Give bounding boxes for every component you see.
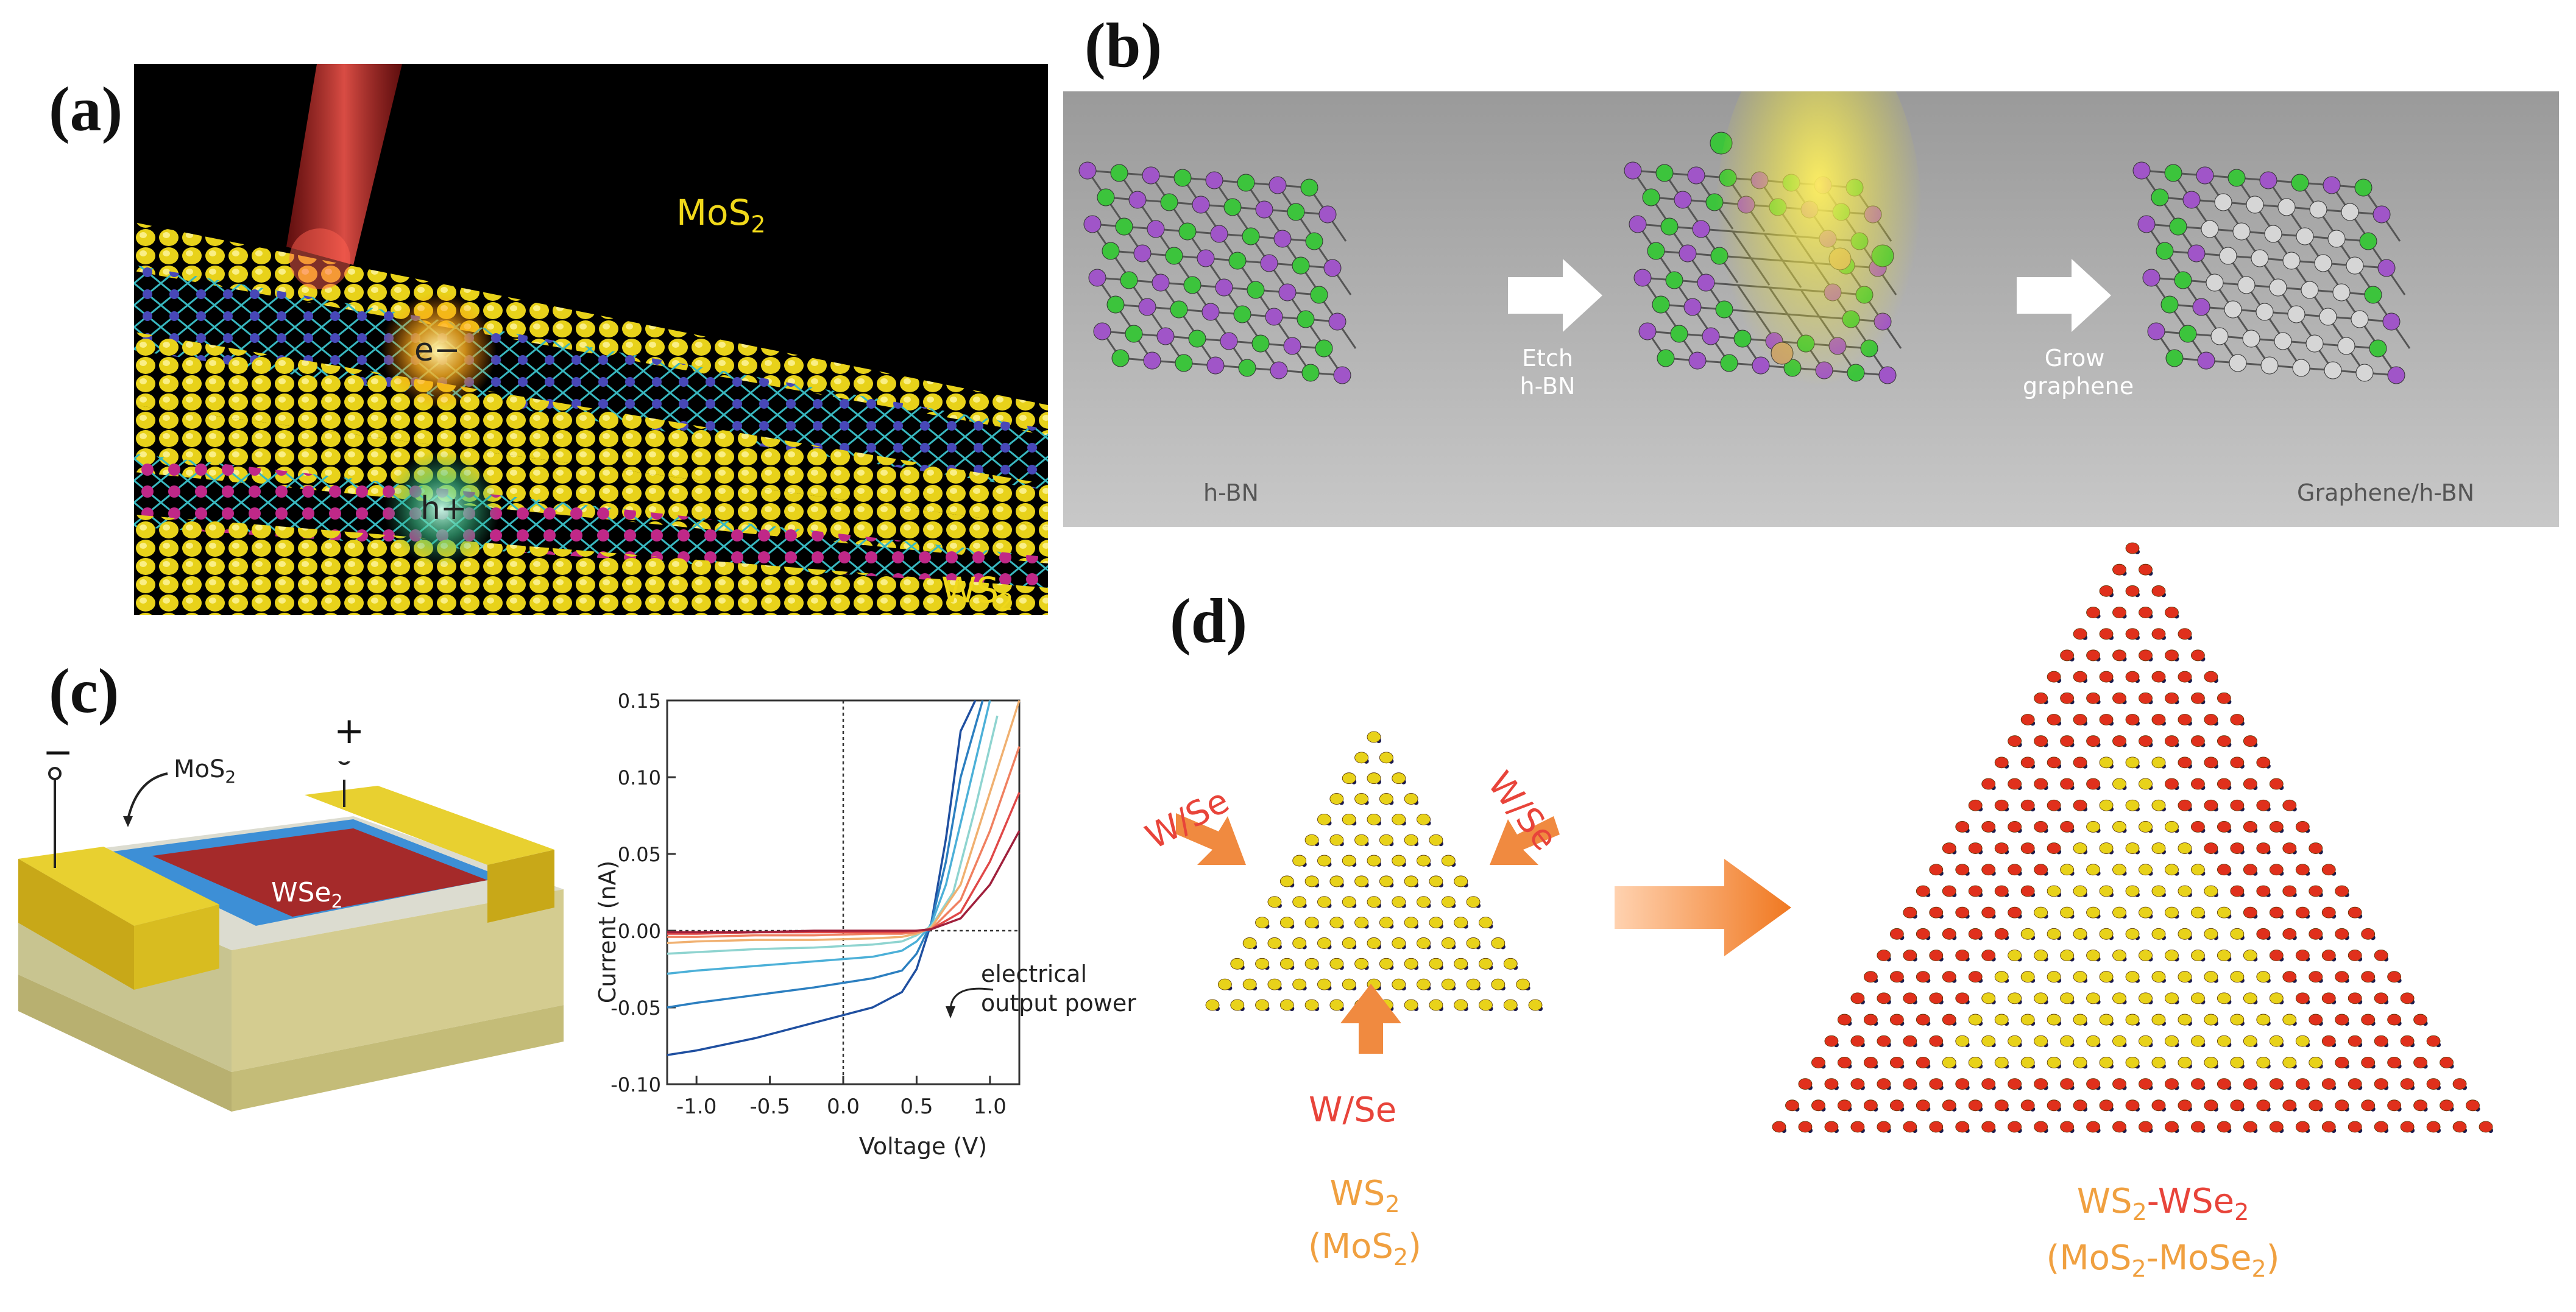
panel-b-stage3-label: Graphene/h-BN <box>2297 479 2475 506</box>
panel-b-step2-label: Grow graphene <box>2023 344 2134 400</box>
panel-b-step2-line1: Grow <box>2044 345 2105 372</box>
growth-arrow <box>1615 859 1791 956</box>
panel-c-mos2-label: MoS2 <box>174 755 236 787</box>
y-tick-label: 0.10 <box>618 766 661 789</box>
panel-b-step1-line2: h-BN <box>1520 373 1576 400</box>
shell-label-line2-b: -MoSe <box>2146 1238 2252 1278</box>
y-tick-label: 0.05 <box>618 843 661 866</box>
x-tick-label: -0.5 <box>749 1095 790 1119</box>
iv-series-line-1 <box>667 700 977 1056</box>
precursor-bottom-label: W/Se <box>1309 1090 1397 1130</box>
shell-label-line2-end: ) <box>2266 1238 2280 1278</box>
panel-a-top-material: MoS2 <box>676 192 766 238</box>
core-label-line1-sub: 2 <box>1385 1191 1400 1218</box>
iv-series-line-3 <box>667 700 991 975</box>
x-tick-label: 0.5 <box>900 1095 933 1119</box>
y-tick-label: -0.05 <box>610 996 661 1020</box>
x-tick-label: 1.0 <box>974 1095 1007 1119</box>
panel-c-minus: − <box>43 731 74 774</box>
core-label-line2: (MoS2) <box>1286 1226 1444 1278</box>
y-tick-label: 0.00 <box>618 920 661 943</box>
panel-a-bottom-material: WS2 <box>941 570 1013 616</box>
panel-d-shell-triangle <box>1772 542 2493 1133</box>
core-label-line1: WS2 <box>1286 1173 1444 1226</box>
panel-b-step1-label: Etch h-BN <box>1511 344 1584 400</box>
panel-a-bottom-material-text: WS <box>941 570 999 611</box>
shell-label-line2-b-sub: 2 <box>2251 1255 2266 1283</box>
shell-label-line2-a: (MoS <box>2046 1238 2132 1278</box>
iv-annotation: electrical output power <box>981 959 1136 1018</box>
shell-label-line1: WS2-WSe2 <box>1950 1179 2376 1235</box>
panel-c-wse2-sub: 2 <box>331 891 343 912</box>
iv-series-line-8 <box>667 830 1021 934</box>
panel-b-step1-line1: Etch <box>1522 345 1573 372</box>
iv-series-line-6 <box>667 746 1021 938</box>
wse2-flake <box>152 828 487 917</box>
panel-d-core-triangle <box>1205 731 1543 1011</box>
iv-annotation-line1: electrical <box>981 961 1088 987</box>
y-axis-label: Current (nA) <box>594 861 621 1004</box>
left-contact <box>18 847 219 926</box>
panel-c-wse2-text: WSe <box>271 877 331 908</box>
panel-a-figure <box>134 64 1048 615</box>
y-tick-label: 0.15 <box>618 690 661 713</box>
iv-series-line-2 <box>667 700 984 1009</box>
y-tick-label: -0.10 <box>610 1073 661 1096</box>
panel-c-wse2-label: WSe2 <box>271 877 343 912</box>
panel-b-letter: (b) <box>1085 10 1162 80</box>
panel-c-plus: + <box>334 710 365 752</box>
left-precursor-arrow <box>1176 813 1246 865</box>
shell-label-line1-b: -WSe <box>2146 1182 2235 1221</box>
shell-label-line1-b-sub: 2 <box>2234 1199 2249 1226</box>
bottom-precursor-arrow <box>1340 984 1401 1054</box>
panel-a-letter: (a) <box>49 74 123 144</box>
etch-arrow <box>1508 259 1602 332</box>
grow-arrow <box>2017 259 2111 332</box>
panel-d-letter: (d) <box>1170 586 1248 656</box>
x-tick-label: -1.0 <box>676 1095 717 1119</box>
shell-label: WS2-WSe2 (MoS2-MoSe2) <box>1950 1179 2376 1292</box>
x-tick-label: 0.0 <box>827 1095 860 1119</box>
shell-label-line2: (MoS2-MoSe2) <box>1950 1235 2376 1292</box>
panel-a-electron-label: e− <box>414 332 461 369</box>
panel-a-hole-label: h+ <box>420 490 467 527</box>
shell-label-line2-a-sub: 2 <box>2131 1255 2146 1283</box>
right-contact <box>305 786 554 865</box>
annotation-arrow <box>949 987 994 1012</box>
panel-c-device <box>18 761 564 1112</box>
panel-b-step2-line2: graphene <box>2023 373 2134 400</box>
core-label-line2-sub: 2 <box>1393 1244 1409 1271</box>
panel-b-figure <box>1063 91 2559 527</box>
shell-label-line1-a: WS <box>2076 1182 2132 1221</box>
core-label-line2-end: ) <box>1408 1227 1422 1267</box>
x-axis-label: Voltage (V) <box>859 1133 987 1160</box>
core-label: WS2 (MoS2) <box>1286 1173 1444 1278</box>
panel-a-bottom-material-sub: 2 <box>999 588 1014 616</box>
iv-series-line-5 <box>667 700 1021 944</box>
panel-a-top-material-text: MoS <box>676 192 751 233</box>
panel-c-letter: (c) <box>49 656 119 726</box>
panel-c-mos2-sub: 2 <box>225 767 236 787</box>
core-label-line1-text: WS <box>1329 1174 1385 1213</box>
annotation-arrowhead <box>946 1006 955 1018</box>
precursor-arrows <box>1176 813 1560 1054</box>
panel-a-top-material-sub: 2 <box>751 211 766 238</box>
iv-chart: -1.0 -0.5 0.0 0.5 1.0 -0.10 -0.05 0.00 0.05 0.10 0… <box>594 690 1021 1160</box>
panel-c-mos2-text: MoS <box>174 755 225 783</box>
iv-annotation-line2: output power <box>981 990 1136 1017</box>
shell-label-line1-a-sub: 2 <box>2132 1199 2147 1226</box>
panel-b-stage1-label: h-BN <box>1203 479 1259 506</box>
right-precursor-arrow <box>1490 816 1560 865</box>
core-label-line2-text: (MoS <box>1307 1227 1393 1267</box>
iv-series-line-4 <box>667 715 999 955</box>
